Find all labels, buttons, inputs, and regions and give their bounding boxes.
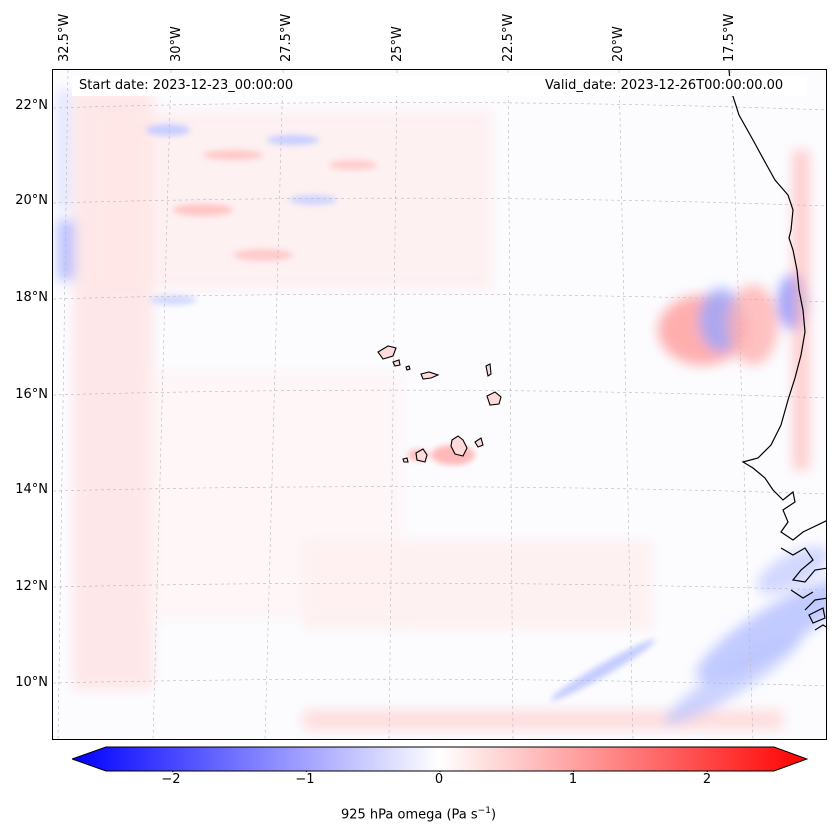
info-bar-background <box>72 76 807 96</box>
map-panel <box>52 69 827 740</box>
lat-label-10n: 10°N <box>15 675 48 690</box>
colorbar-tick-0: 0 <box>434 772 444 787</box>
colorbar-label: 925 hPa omega (Pa s−1) <box>0 806 837 822</box>
start-date-label: Start date: 2023-12-23_00:00:00 <box>79 78 294 93</box>
lon-label-20w: 20°W <box>611 26 626 62</box>
colorbar-ticks <box>172 771 708 772</box>
lat-label-16n: 16°N <box>15 387 48 402</box>
lat-label-20n: 20°N <box>15 193 48 208</box>
lat-label-22n: 22°N <box>15 98 48 113</box>
colorbar-label-exponent: −1 <box>477 806 491 816</box>
omega-field-shading <box>58 90 826 730</box>
coastline <box>728 70 826 631</box>
valid-date-label: Valid_date: 2023-12-26T00:00:00.00 <box>545 78 784 93</box>
lon-label-30w: 30°W <box>169 26 184 62</box>
cape-verde-islands <box>377 345 502 463</box>
lon-label-27-5w: 27.5°W <box>279 13 294 62</box>
colorbar <box>72 746 808 772</box>
gridlines <box>53 70 826 739</box>
colorbar-gradient <box>72 746 808 772</box>
lon-label-17-5w: 17.5°W <box>722 13 737 62</box>
colorbar-tick-minus-2: −2 <box>161 772 181 787</box>
lat-label-12n: 12°N <box>15 579 48 594</box>
lon-label-25w: 25°W <box>390 26 405 62</box>
colorbar-tick-1: 1 <box>568 772 578 787</box>
lat-label-14n: 14°N <box>15 482 48 497</box>
colorbar-tick-2: 2 <box>702 772 712 787</box>
lat-label-18n: 18°N <box>15 290 48 305</box>
lon-label-32-5w: 32.5°W <box>57 13 72 62</box>
colorbar-label-suffix: ) <box>490 807 497 823</box>
colorbar-tick-minus-1: −1 <box>295 772 315 787</box>
omega-field-map <box>53 70 826 739</box>
lon-label-22-5w: 22.5°W <box>501 13 516 62</box>
colorbar-label-text: 925 hPa omega (Pa s <box>340 807 478 823</box>
